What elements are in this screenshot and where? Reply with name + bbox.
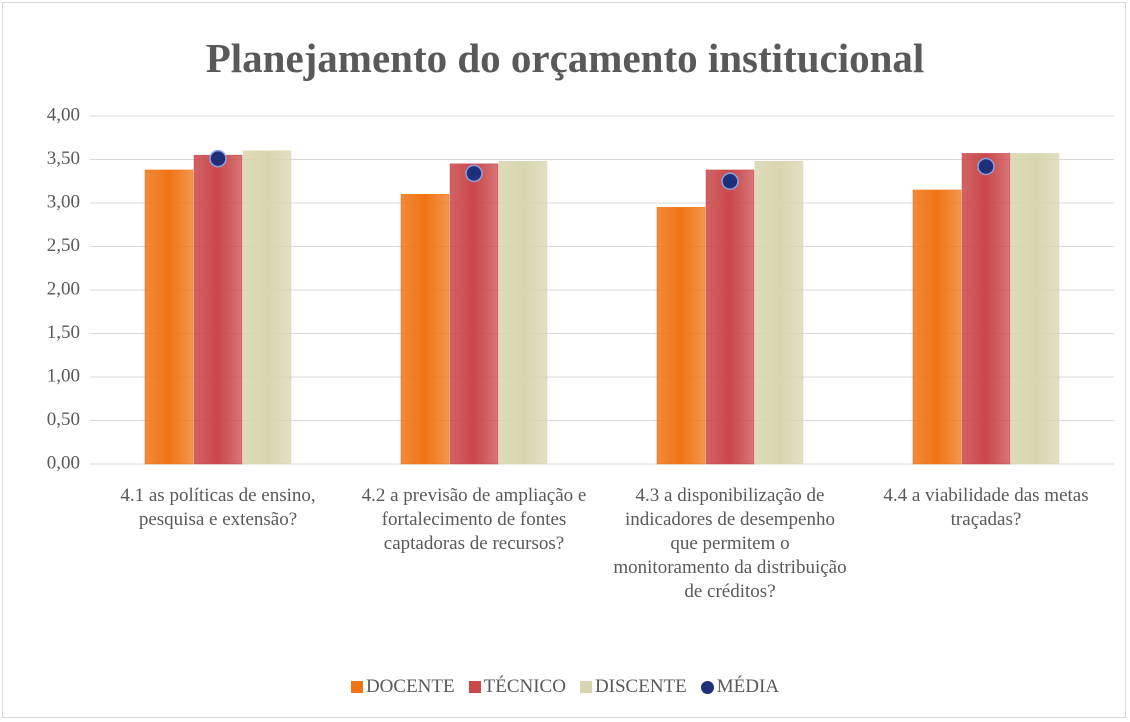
bar <box>449 163 499 465</box>
y-tick-label: 1,50 <box>47 322 80 343</box>
legend: DOCENTE TÉCNICO DISCENTE MÉDIA <box>0 676 1130 698</box>
legend-swatch <box>350 681 363 693</box>
x-tick-label: 4.1 as políticas de ensino, pesquisa e e… <box>120 485 316 530</box>
x-tick-label: 4.4 a viabilidade das metas traçadas? <box>883 485 1089 530</box>
legend-item: DOCENTE <box>350 676 455 698</box>
bar <box>705 169 755 465</box>
legend-swatch <box>579 681 592 693</box>
legend-label: MÉDIA <box>716 676 780 697</box>
y-tick-label: 4,00 <box>47 104 80 125</box>
y-tick-label: 3,00 <box>47 191 80 212</box>
y-tick-label: 2,00 <box>47 278 80 299</box>
bar <box>242 150 292 465</box>
chart-title: Planejamento do orçamento institucional <box>205 35 925 81</box>
y-tick-label: 0,50 <box>47 409 80 430</box>
bar <box>656 207 706 465</box>
legend-item: MÉDIA <box>700 676 780 698</box>
marker <box>465 164 483 183</box>
bar <box>498 160 548 465</box>
legend-marker <box>700 680 714 694</box>
x-tick-label: 4.2 a previsão de ampliação e fortalecim… <box>361 485 587 554</box>
y-tick-label: 0,00 <box>47 452 80 473</box>
marker <box>721 172 739 190</box>
bar <box>193 154 243 465</box>
bar <box>144 169 194 465</box>
legend-swatch <box>468 681 481 693</box>
y-tick-label: 3,50 <box>47 148 80 169</box>
legend-item: DISCENTE <box>579 676 687 698</box>
bar <box>912 189 962 465</box>
bar <box>961 153 1011 465</box>
marker <box>977 157 995 176</box>
x-tick-label: 4.3 a disponibilização de indicadores de… <box>613 485 847 602</box>
y-tick-label: 1,00 <box>47 365 80 386</box>
bar <box>754 160 804 465</box>
bar <box>1010 153 1060 465</box>
y-tick-label: 2,50 <box>47 235 80 256</box>
legend-item: TÉCNICO <box>468 676 566 698</box>
bar <box>400 194 450 465</box>
legend-label: DOCENTE <box>365 676 455 697</box>
marker <box>209 149 227 168</box>
legend-label: DISCENTE <box>594 676 687 697</box>
legend-label: TÉCNICO <box>483 676 566 697</box>
